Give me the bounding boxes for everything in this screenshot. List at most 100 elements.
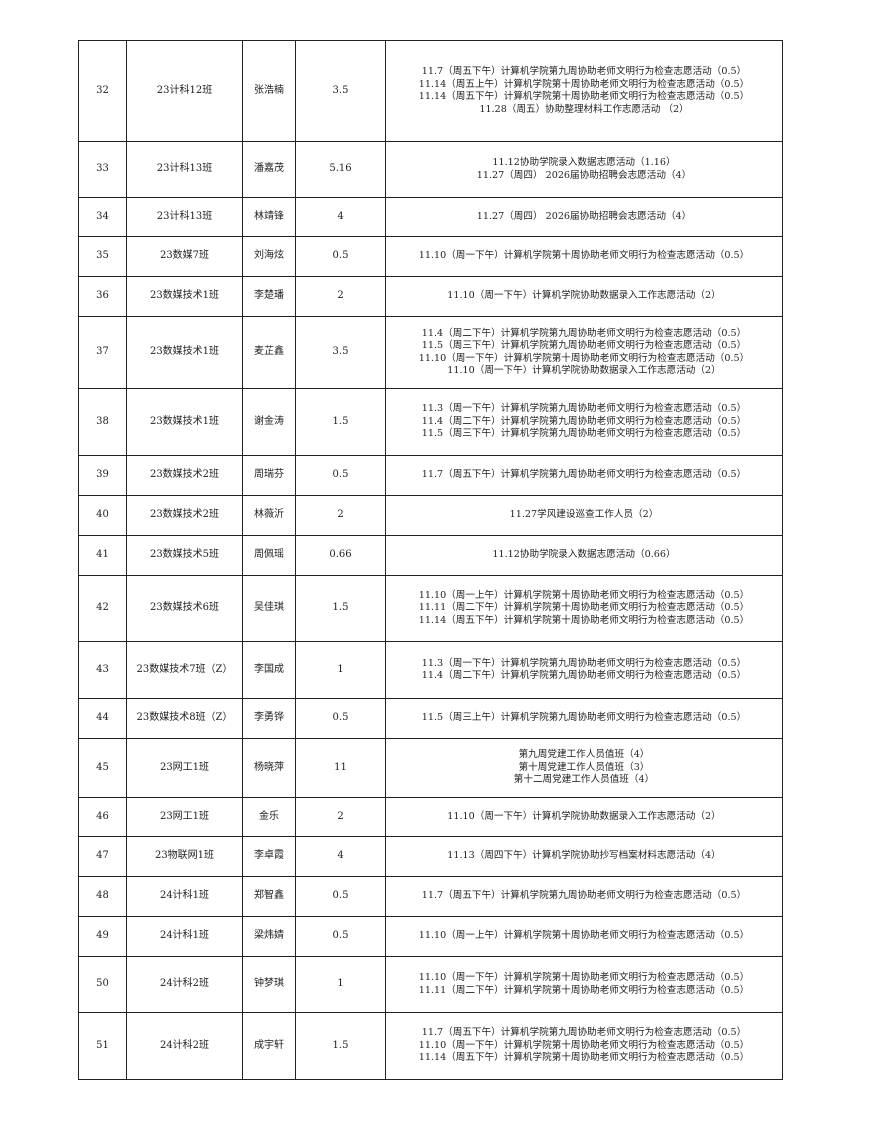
activity-line: 11.10（周一下午）计算机学院协助数据录入工作志愿活动（2） [447,810,721,822]
activity-line: 第十周党建工作人员值班（3） [518,761,650,773]
table-row: 47 23物联网1班 李卓霞 4 11.13（周四下午）计算机学院协助抄写档案材料志愿活… [78,836,783,877]
student-name-cell: 周佩瑶 [242,535,296,576]
volunteer-hours-cell: 11 [295,738,386,798]
table-row: 44 23数媒技术8班（Z） 李勇铧 0.5 11.5（周三上午）计算机学院第九周协助老… [78,698,783,739]
table-row: 51 24计科2班 成宇轩 1.5 11.7（周五下午）计算机学院第九周协助老师文明行为… [78,1012,783,1080]
activity-line: 11.4（周二下午）计算机学院第九周协助老师文明行为检查志愿活动（0.5） [421,415,747,427]
class-name-cell: 24计科1班 [126,916,243,957]
class-name-cell: 23数媒技术6班 [126,575,243,642]
volunteer-hours-cell: 1 [295,956,386,1013]
activity-line: 11.10（周一下午）计算机学院第十周协助老师文明行为检查志愿活动（0.5） [418,352,750,364]
student-name-cell: 林靖锋 [242,197,296,237]
activities-cell: 11.5（周三上午）计算机学院第九周协助老师文明行为检查志愿活动（0.5） [385,698,783,739]
row-number-cell: 41 [78,535,127,576]
activities-cell: 11.27（周四） 2026届协助招聘会志愿活动（4） [385,197,783,237]
activity-line: 11.4（周二下午）计算机学院第九周协助老师文明行为检查志愿活动（0.5） [421,670,747,681]
table-row: 38 23数媒技术1班 谢金涛 1.5 11.3（周一下午）计算机学院第九周协助老师文明… [78,388,783,456]
activity-line: 11.10（周一下午）计算机学院第十周协助老师文明行为检查志愿活动（0.5） [418,1039,750,1051]
student-name-cell: 林薇沂 [242,495,296,536]
class-name-cell: 23数媒技术2班 [126,495,243,536]
activity-line: 11.10（周一下午）计算机学院协助数据录入工作志愿活动（2） [447,290,721,302]
activities-cell: 11.4（周二下午）计算机学院第九周协助老师文明行为检查志愿活动（0.5） 11.… [385,316,783,389]
row-number-cell: 50 [78,956,127,1013]
activity-line: 11.4（周二下午）计算机学院第九周协助老师文明行为检查志愿活动（0.5） [421,327,747,339]
activity-line: 11.14（周五上午）计算机学院第十周协助老师文明行为检查志愿活动（0.5） [418,78,750,90]
row-number-cell: 33 [78,141,127,198]
row-number-cell: 43 [78,641,127,699]
activity-line: 11.14（周五下午）计算机学院第十周协助老师文明行为检查志愿活动（0.5） [418,1052,750,1064]
activity-line: 11.7（周五下午）计算机学院第九周协助老师文明行为检查志愿活动（0.5） [421,66,747,77]
class-name-cell: 24计科2班 [126,956,243,1013]
row-number-cell: 34 [78,197,127,237]
row-number-cell: 40 [78,495,127,536]
activity-line: 11.7（周五下午）计算机学院第九周协助老师文明行为检查志愿活动（0.5） [421,890,747,902]
activities-cell: 11.10（周一下午）计算机学院协助数据录入工作志愿活动（2） [385,276,783,317]
activity-line: 11.11（周二下午）计算机学院第十周协助老师文明行为检查志愿活动（0.5） [418,602,750,614]
activity-line: 11.14（周五下午）计算机学院第十周协助老师文明行为检查志愿活动（0.5） [418,614,750,626]
activity-line: 11.10（周一上午）计算机学院第十周协助老师文明行为检查志愿活动（0.5） [418,930,750,942]
table-row: 50 24计科2班 钟梦琪 1 11.10（周一下午）计算机学院第十周协助老师文明行为检… [78,956,783,1013]
class-name-cell: 23数媒技术1班 [126,388,243,456]
student-name-cell: 李国成 [242,641,296,699]
activity-line: 11.12协助学院录入数据志愿活动（0.66） [492,549,676,561]
table-row: 48 24计科1班 郑智鑫 0.5 11.7（周五下午）计算机学院第九周协助老师文明行为… [78,876,783,917]
activity-line: 11.7（周五下午）计算机学院第九周协助老师文明行为检查志愿活动（0.5） [421,469,747,481]
row-number-cell: 45 [78,738,127,798]
volunteer-hours-cell: 0.5 [295,236,386,277]
activity-line: 11.28（周五）协助整理材料工作志愿活动 （2） [479,103,689,115]
student-name-cell: 李勇铧 [242,698,296,739]
table-row: 34 23计科13班 林靖锋 4 11.27（周四） 2026届协助招聘会志愿活动（4） [78,197,783,237]
row-number-cell: 51 [78,1012,127,1080]
volunteer-hours-cell: 1.5 [295,575,386,642]
volunteer-hours-cell: 0.5 [295,698,386,739]
volunteer-hours-table: 32 23计科12班 张浩楠 3.5 11.7（周五下午）计算机学院第九周协助老师文明行… [78,40,783,1080]
activities-cell: 第九周党建工作人员值班（4） 第十周党建工作人员值班（3） 第十二周党建工作人员值班… [385,738,783,798]
activities-cell: 11.7（周五下午）计算机学院第九周协助老师文明行为检查志愿活动（0.5） 11.… [385,1012,783,1080]
table-row: 37 23数媒技术1班 麦芷鑫 3.5 11.4（周二下午）计算机学院第九周协助老师文明… [78,316,783,389]
table-row: 36 23数媒技术1班 李楚璠 2 11.10（周一下午）计算机学院协助数据录入工作志愿… [78,276,783,317]
student-name-cell: 李卓霞 [242,836,296,877]
table-row: 40 23数媒技术2班 林薇沂 2 11.27学风建设巡查工作人员（2） [78,495,783,536]
activities-cell: 11.10（周一下午）计算机学院协助数据录入工作志愿活动（2） [385,797,783,837]
class-name-cell: 23计科13班 [126,197,243,237]
row-number-cell: 49 [78,916,127,957]
row-number-cell: 37 [78,316,127,389]
row-number-cell: 48 [78,876,127,917]
row-number-cell: 47 [78,836,127,877]
volunteer-hours-cell: 5.16 [295,141,386,198]
class-name-cell: 23数媒技术1班 [126,316,243,389]
activities-cell: 11.10（周一上午）计算机学院第十周协助老师文明行为检查志愿活动（0.5） 11… [385,575,783,642]
student-name-cell: 潘嘉茂 [242,141,296,198]
activities-cell: 11.10（周一下午）计算机学院第十周协助老师文明行为检查志愿活动（0.5） [385,236,783,277]
row-number-cell: 39 [78,455,127,496]
table-row: 35 23数媒7班 刘海炫 0.5 11.10（周一下午）计算机学院第十周协助老师文明行… [78,236,783,277]
student-name-cell: 杨晓萍 [242,738,296,798]
volunteer-hours-cell: 0.5 [295,916,386,957]
activities-cell: 11.12协助学院录入数据志愿活动（1.16） 11.27（周四） 2026届协助… [385,141,783,198]
activity-line: 第九周党建工作人员值班（4） [518,749,650,761]
class-name-cell: 23网工1班 [126,738,243,798]
table-row: 32 23计科12班 张浩楠 3.5 11.7（周五下午）计算机学院第九周协助老师文明行… [78,40,783,142]
activity-line: 11.14（周五下午）计算机学院第十周协助老师文明行为检查志愿活动（0.5） [418,91,750,102]
activities-cell: 11.10（周一上午）计算机学院第十周协助老师文明行为检查志愿活动（0.5） [385,916,783,957]
volunteer-hours-cell: 4 [295,836,386,877]
row-number-cell: 44 [78,698,127,739]
volunteer-hours-cell: 3.5 [295,40,386,142]
activities-cell: 11.7（周五下午）计算机学院第九周协助老师文明行为检查志愿活动（0.5） [385,455,783,496]
class-name-cell: 23计科13班 [126,141,243,198]
activities-cell: 11.3（周一下午）计算机学院第九周协助老师文明行为检查志愿活动（0.5） 11.… [385,388,783,456]
student-name-cell: 吴佳琪 [242,575,296,642]
table-row: 39 23数媒技术2班 周瑞芬 0.5 11.7（周五下午）计算机学院第九周协助老师文明… [78,455,783,496]
class-name-cell: 23计科12班 [126,40,243,142]
row-number-cell: 46 [78,797,127,837]
volunteer-hours-cell: 2 [295,495,386,536]
activity-line: 11.7（周五下午）计算机学院第九周协助老师文明行为检查志愿活动（0.5） [421,1027,747,1039]
table-row: 41 23数媒技术5班 周佩瑶 0.66 11.12协助学院录入数据志愿活动（0.66） [78,535,783,576]
activity-line: 11.11（周二下午）计算机学院第十周协助老师文明行为检查志愿活动（0.5） [418,984,750,996]
class-name-cell: 23数媒技术5班 [126,535,243,576]
student-name-cell: 梁炜婧 [242,916,296,957]
activity-line: 11.5（周三下午）计算机学院第九周协助老师文明行为检查志愿活动（0.5） [421,428,747,440]
activity-line: 11.27（周四） 2026届协助招聘会志愿活动（4） [476,169,692,181]
activity-line: 11.27学风建设巡查工作人员（2） [509,509,659,521]
row-number-cell: 42 [78,575,127,642]
